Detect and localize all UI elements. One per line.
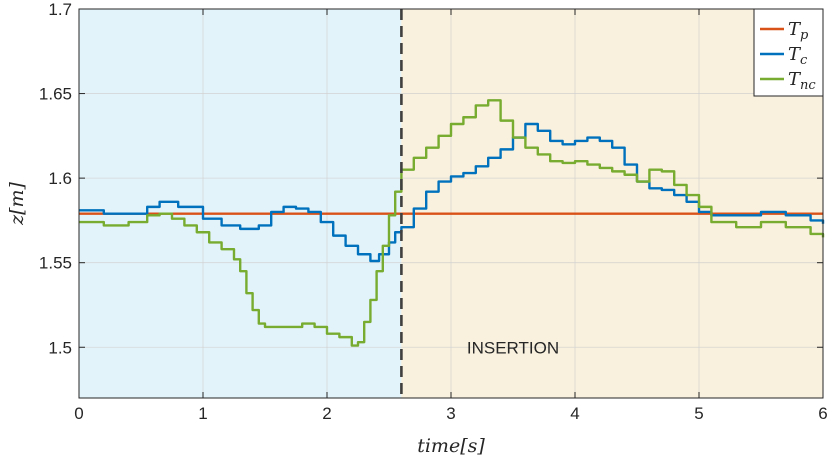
y-tick-label: 1.65 <box>39 85 72 104</box>
series-line-tc <box>79 122 825 263</box>
x-axis-label: time[s] <box>417 435 485 457</box>
x-tick-label: 5 <box>694 404 703 423</box>
x-tick-label: 3 <box>446 404 455 423</box>
legend-box <box>753 8 824 97</box>
series-lines <box>79 99 825 347</box>
legend-label-tc: Tc <box>788 44 808 68</box>
x-tick-label: 6 <box>818 404 827 423</box>
region-0 <box>79 9 402 398</box>
series-line-tnc <box>79 99 825 347</box>
region-1 <box>401 9 823 398</box>
x-tick-label: 2 <box>322 404 331 423</box>
x-tick-label: 1 <box>198 404 207 423</box>
x-tick-label: 0 <box>74 404 83 423</box>
y-tick-label: 1.6 <box>48 169 72 188</box>
background-regions <box>79 9 823 398</box>
legend-label-tp: Tp <box>788 19 809 43</box>
legend-label-tnc: Tnc <box>788 69 816 93</box>
y-axis-label: z[m] <box>6 181 28 225</box>
y-tick-label: 1.55 <box>39 254 72 273</box>
y-tick-label: 1.7 <box>48 0 72 19</box>
insertion-annotation: INSERTION <box>467 338 559 357</box>
y-tick-label: 1.5 <box>48 338 72 357</box>
x-tick-label: 4 <box>570 404 579 423</box>
axes: 0 1 2 3 4 5 6 1.5 1.55 1.6 1.65 1.7 <box>39 0 828 423</box>
